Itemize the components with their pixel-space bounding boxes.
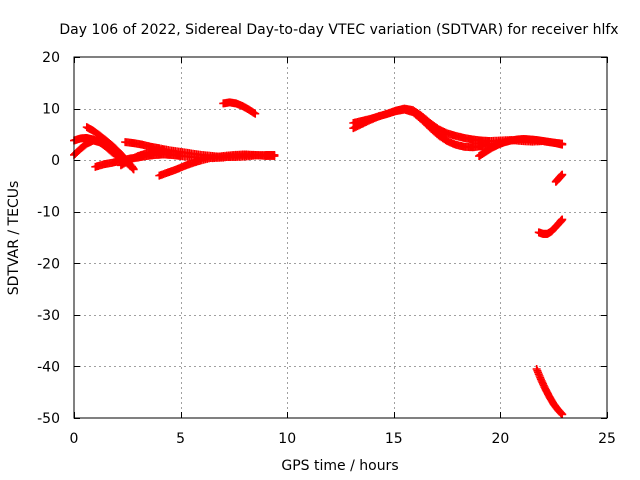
x-tick-label: 0 (70, 431, 79, 447)
x-tick-label: 5 (176, 431, 185, 447)
data-point (558, 215, 567, 224)
y-tick-label: -10 (37, 205, 60, 221)
y-axis-label: SDTVAR / TECUs (6, 181, 22, 296)
series-arc-13 (534, 215, 567, 238)
data-point (159, 145, 168, 154)
series-arc-10 (349, 105, 505, 152)
data-point (558, 170, 567, 179)
grid-lines (74, 57, 607, 418)
data-point (270, 152, 279, 161)
data-point (558, 410, 567, 419)
data-series (70, 98, 567, 419)
series-arc-11 (475, 134, 567, 161)
y-tick-label: -30 (37, 308, 60, 324)
x-tick-label: 25 (598, 431, 616, 447)
series-arc-8 (219, 98, 260, 118)
series-arc-7 (155, 150, 279, 180)
y-tick-label: 20 (42, 50, 60, 66)
series-arc-2 (70, 133, 123, 161)
x-axis-label: GPS time / hours (281, 458, 398, 474)
chart-title: Day 106 of 2022, Sidereal Day-to-day VTE… (59, 22, 618, 38)
data-point (129, 165, 138, 174)
data-point (558, 140, 567, 149)
x-tick-label: 20 (491, 431, 509, 447)
series-arc-6 (116, 145, 168, 170)
y-tick-label: 0 (51, 153, 60, 169)
series-arc-12 (551, 170, 567, 186)
y-tick-label: -20 (37, 256, 60, 272)
series-arc-14 (532, 365, 567, 419)
y-tick-label: -50 (37, 411, 60, 427)
data-point (251, 109, 260, 118)
y-tick-label: 10 (42, 102, 60, 118)
axis-ticks: 0 5 10 15 20 25 20 10 0 -10 -20 -30 -40 -50 (37, 50, 616, 447)
x-tick-label: 10 (278, 431, 296, 447)
plot-frame (73, 56, 608, 419)
x-tick-label: 15 (385, 431, 403, 447)
y-tick-label: -40 (37, 359, 60, 375)
